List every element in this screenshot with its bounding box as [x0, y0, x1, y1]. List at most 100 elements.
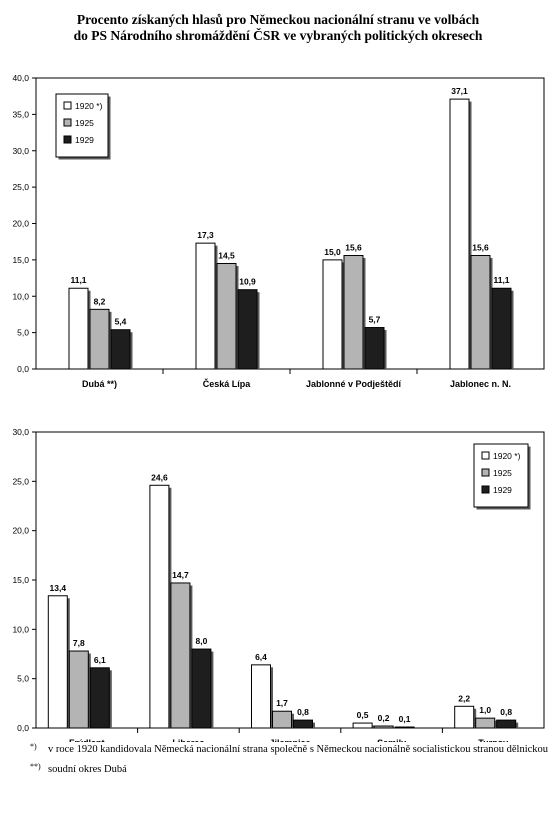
- chart-2-bar-2-3: [394, 726, 415, 729]
- chart-2-data-label-0-1: 24,6: [151, 472, 168, 482]
- chart-title-line-2: do PS Národního shromáždění ČSR ve vybra…: [73, 28, 483, 43]
- chart-2-bar-2-4: [496, 719, 517, 729]
- chart-1-data-label-0-2: 15,0: [324, 247, 341, 257]
- chart-2-data-label-0-3: 0,5: [357, 710, 369, 720]
- chart-2-data-label-0-2: 6,4: [255, 652, 267, 662]
- chart-1-bar-2-3: [491, 287, 512, 370]
- chart-1-bar-0-1: [195, 242, 216, 370]
- chart-1-data-label-0-3: 37,1: [451, 86, 468, 96]
- chart-1-legend-swatch-2: [63, 135, 72, 144]
- footnote-2: **) soudní okres Dubá: [30, 762, 550, 776]
- chart-2-plot-area: [35, 431, 545, 729]
- footnote-2-text: soudní okres Dubá: [48, 764, 127, 775]
- chart-2-category-label-3: Semily: [377, 738, 406, 742]
- chart-1-category-label-3: Jablonec n. N.: [450, 379, 511, 389]
- chart-2-legend-swatch-0: [481, 451, 490, 460]
- chart-1-bar-0-3: [449, 98, 470, 370]
- chart-1-legend-label-1: 1925: [75, 118, 94, 128]
- chart-2-data-label-1-1: 14,7: [172, 570, 189, 580]
- chart-1-bar-1-0: [89, 308, 110, 370]
- chart-1-category-label-0: Dubá **): [82, 379, 117, 389]
- footnote-1-mark: *): [30, 742, 37, 751]
- chart-2-data-label-1-4: 1,0: [479, 705, 491, 715]
- chart-2-data-label-2-0: 6,1: [94, 655, 106, 665]
- chart-1-ytick-label-4: 20,0: [12, 219, 29, 229]
- chart-2-legend-label-1: 1925: [493, 468, 512, 478]
- chart-2-data-label-0-4: 2,2: [458, 693, 470, 703]
- chart-2-legend-swatch-2: [481, 485, 490, 494]
- chart-2-ytick-label-5: 25,0: [12, 476, 29, 486]
- chart-2-bar-0-4: [454, 705, 475, 729]
- chart-2-bar-0-1: [149, 484, 170, 729]
- chart-bottom: 0,0 5,0 10,0 15,0 20,0 25,0 30,0 Frýdlant 13,4 7,…: [0, 424, 556, 742]
- chart-2-legend-label-0: 1920 *): [493, 451, 521, 461]
- chart-top: 0,0 5,0 10,0 15,0 20,0 25,0 30,0 35,0 40,0 Dubá *…: [0, 70, 556, 410]
- chart-2-data-label-1-3: 0,2: [378, 713, 390, 723]
- chart-1-data-label-1-3: 15,6: [472, 243, 489, 253]
- chart-1-bar-1-1: [216, 263, 237, 370]
- chart-1-bar-2-2: [364, 327, 385, 370]
- chart-1-bar-1-3: [470, 255, 491, 370]
- chart-2-bar-2-2: [293, 719, 313, 729]
- chart-1-data-label-2-3: 11,1: [493, 275, 509, 285]
- chart-2-data-label-0-0: 13,4: [50, 583, 67, 593]
- chart-1-data-label-1-0: 8,2: [94, 296, 106, 306]
- chart-1-data-label-1-2: 15,6: [345, 243, 362, 253]
- chart-1-data-label-0-0: 11,1: [70, 275, 86, 285]
- chart-2-bar-1-3: [373, 725, 394, 729]
- chart-1-legend-swatch-1: [63, 118, 72, 127]
- chart-2-bar-2-1: [191, 648, 212, 729]
- chart-2-data-label-2-1: 8,0: [195, 636, 207, 646]
- chart-1-svg: 0,0 5,0 10,0 15,0 20,0 25,0 30,0 35,0 40,0 Dubá *…: [12, 73, 545, 389]
- chart-2-ytick-label-3: 15,0: [12, 575, 29, 585]
- chart-1-ytick-label-6: 30,0: [12, 146, 29, 156]
- chart-1-ytick-label-8: 40,0: [12, 73, 29, 83]
- chart-1-ytick-label-5: 25,0: [12, 182, 29, 192]
- footnotes: *) v roce 1920 kandidovala Německá nacio…: [30, 742, 550, 784]
- chart-2-bar-1-4: [475, 717, 496, 729]
- chart-2-legend-label-2: 1929: [493, 485, 512, 495]
- chart-2-bar-0-2: [251, 664, 271, 729]
- footnote-1: *) v roce 1920 kandidovala Německá nacio…: [30, 742, 550, 756]
- chart-1-data-label-2-0: 5,4: [115, 317, 127, 327]
- chart-1-legend-swatch-0: [63, 101, 72, 110]
- chart-2-category-label-0: Frýdlant: [69, 738, 105, 742]
- chart-1-bar-2-1: [237, 289, 258, 370]
- chart-2-svg: 0,0 5,0 10,0 15,0 20,0 25,0 30,0 Frýdlant 13,4 7,…: [12, 427, 545, 742]
- chart-1-bar-0-0: [68, 287, 89, 370]
- chart-2-ytick-label-0: 0,0: [17, 723, 29, 733]
- chart-1-data-label-2-2: 5,7: [369, 315, 381, 325]
- chart-1-ytick-label-0: 0,0: [17, 364, 29, 374]
- chart-2-ytick-label-2: 10,0: [12, 624, 29, 634]
- chart-2-data-label-2-4: 0,8: [500, 707, 512, 717]
- chart-2-bar-1-2: [272, 710, 292, 729]
- footnote-2-mark: **): [30, 762, 41, 771]
- chart-2-bar-1-0: [68, 650, 89, 729]
- chart-1-category-label-1: Česká Lípa: [203, 378, 252, 389]
- chart-2-legend-swatch-1: [481, 468, 490, 477]
- chart-1-legend-label-2: 1929: [75, 135, 94, 145]
- chart-1-bar-2-0: [110, 329, 131, 370]
- chart-1-ytick-label-1: 5,0: [17, 328, 29, 338]
- chart-2-data-label-2-3: 0,1: [399, 714, 411, 724]
- chart-1-data-label-2-1: 10,9: [239, 277, 256, 287]
- chart-2-bar-0-3: [352, 722, 373, 729]
- chart-2-data-label-2-2: 0,8: [297, 707, 309, 717]
- chart-2-data-label-1-2: 1,7: [276, 698, 288, 708]
- chart-1-ytick-label-7: 35,0: [12, 109, 29, 119]
- chart-1-category-label-2: Jablonné v Podještědí: [306, 379, 402, 389]
- chart-1-bar-1-2: [343, 255, 364, 370]
- chart-1-ytick-label-2: 10,0: [12, 291, 29, 301]
- chart-1-data-label-1-1: 14,5: [218, 251, 235, 261]
- chart-2-category-label-1: Liberec: [172, 738, 204, 742]
- chart-2-bar-2-0: [89, 667, 110, 729]
- chart-1-data-label-0-1: 17,3: [197, 230, 214, 240]
- chart-title-line-1: Procento získaných hlasů pro Německou na…: [76, 12, 480, 27]
- chart-2-category-label-2: Jilemnice: [269, 738, 310, 742]
- chart-1-ytick-label-3: 15,0: [12, 255, 29, 265]
- footnote-1-text: v roce 1920 kandidovala Německá nacionál…: [48, 744, 549, 755]
- chart-2-bar-0-0: [47, 595, 68, 729]
- chart-2-category-label-4: Turnov: [478, 738, 508, 742]
- chart-2-data-label-1-0: 7,8: [73, 638, 85, 648]
- chart-2-bar-1-1: [170, 582, 191, 729]
